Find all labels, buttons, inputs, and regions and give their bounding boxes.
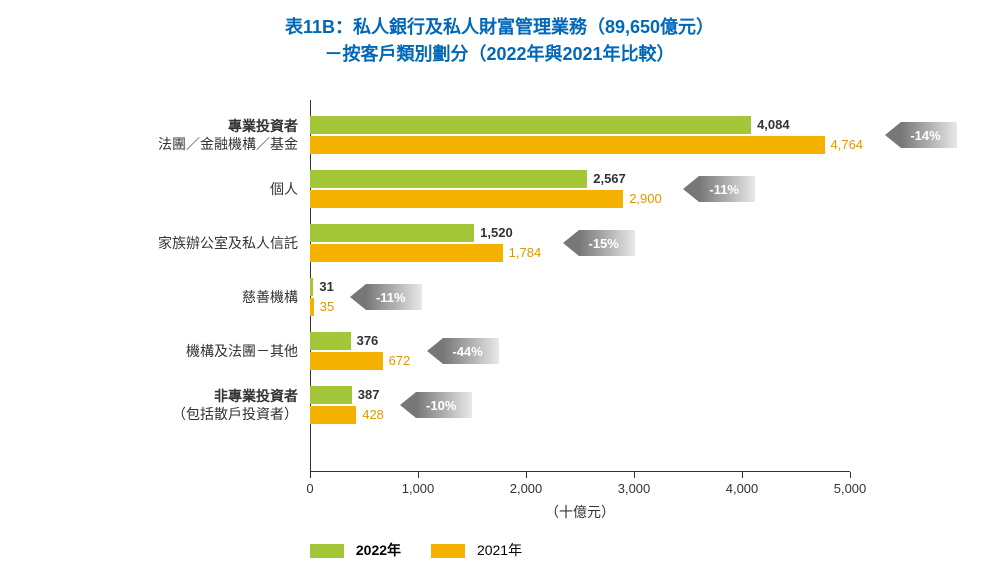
- arrow-head-icon: [563, 230, 579, 256]
- bar-2021: 1,784: [310, 244, 503, 262]
- category-label: 慈善機構: [10, 288, 310, 306]
- bar-2021: 4,764: [310, 136, 825, 154]
- pct-change-label: -11%: [366, 284, 422, 310]
- category-label: 專業投資者法團／金融機構／基金: [10, 117, 310, 153]
- arrow-head-icon: [885, 122, 901, 148]
- x-tick-label: 3,000: [618, 481, 651, 496]
- x-tick: [310, 472, 311, 478]
- x-tick-label: 5,000: [834, 481, 867, 496]
- value-label-2021: 672: [383, 352, 411, 370]
- arrow-head-icon: [683, 176, 699, 202]
- category-label: 家族辦公室及私人信託: [10, 234, 310, 252]
- pct-change-arrow: -11%: [350, 284, 422, 310]
- x-tick-label: 4,000: [726, 481, 759, 496]
- pct-change-arrow: -14%: [885, 122, 957, 148]
- category-group: 慈善機構3135-11%: [310, 270, 850, 324]
- arrow-head-icon: [350, 284, 366, 310]
- pct-change-arrow: -15%: [563, 230, 635, 256]
- value-label-2022: 1,520: [474, 224, 513, 242]
- legend-swatch-2021: [431, 544, 465, 558]
- value-label-2021: 35: [314, 298, 334, 316]
- value-label-2021: 1,784: [503, 244, 542, 262]
- category-group: 個人2,5672,900-11%: [310, 162, 850, 216]
- x-tick: [634, 472, 635, 478]
- bar-2022: 2,567: [310, 170, 587, 188]
- arrow-head-icon: [427, 338, 443, 364]
- bar-2021: 672: [310, 352, 383, 370]
- legend-item-2022: 2022年: [310, 540, 401, 560]
- x-tick-label: 0: [306, 481, 313, 496]
- legend-label-2021: 2021年: [477, 542, 522, 558]
- bar-chart: （十億元） 0 1,000 2,000 3,000 4,000 5,000 專業投資者法團／…: [0, 100, 999, 560]
- x-axis: [310, 471, 850, 472]
- chart-title: 表11B：私人銀行及私人財富管理業務（89,650億元） －按客戶類別劃分（20…: [0, 0, 999, 68]
- value-label-2022: 31: [313, 278, 333, 296]
- category-group: 專業投資者法團／金融機構／基金4,0844,764-14%: [310, 108, 850, 162]
- value-label-2021: 428: [356, 406, 384, 424]
- bar-2021: 428: [310, 406, 356, 424]
- bar-2021: 35: [310, 298, 314, 316]
- category-group: 家族辦公室及私人信託1,5201,784-15%: [310, 216, 850, 270]
- x-tick-label: 1,000: [402, 481, 435, 496]
- plot-area: （十億元） 01,0002,0003,0004,0005,000專業投資者法團／…: [310, 100, 850, 472]
- bar-2022: 1,520: [310, 224, 474, 242]
- bar-2022: 4,084: [310, 116, 751, 134]
- category-group: 非專業投資者（包括散戶投資者）387428-10%: [310, 378, 850, 432]
- pct-change-label: -10%: [416, 392, 472, 418]
- title-line-2: －按客戶類別劃分（2022年與2021年比較）: [0, 41, 999, 68]
- bar-2022: 31: [310, 278, 313, 296]
- bar-2022: 387: [310, 386, 352, 404]
- bar-2022: 376: [310, 332, 351, 350]
- bar-2021: 2,900: [310, 190, 623, 208]
- value-label-2022: 2,567: [587, 170, 626, 188]
- x-tick-label: 2,000: [510, 481, 543, 496]
- x-tick: [850, 472, 851, 478]
- arrow-head-icon: [400, 392, 416, 418]
- x-tick: [526, 472, 527, 478]
- title-line-1: 表11B：私人銀行及私人財富管理業務（89,650億元）: [0, 14, 999, 41]
- value-label-2022: 4,084: [751, 116, 790, 134]
- pct-change-arrow: -11%: [683, 176, 755, 202]
- category-label: 個人: [10, 180, 310, 198]
- pct-change-label: -11%: [699, 176, 755, 202]
- category-label: 機構及法團－其他: [10, 342, 310, 360]
- legend-label-2022: 2022年: [356, 542, 401, 558]
- pct-change-label: -14%: [901, 122, 957, 148]
- value-label-2021: 4,764: [825, 136, 864, 154]
- x-axis-title: （十億元）: [545, 502, 615, 522]
- legend: 2022年 2021年: [310, 540, 522, 560]
- pct-change-arrow: -10%: [400, 392, 472, 418]
- pct-change-label: -44%: [443, 338, 499, 364]
- pct-change-arrow: -44%: [427, 338, 499, 364]
- x-tick: [418, 472, 419, 478]
- category-group: 機構及法團－其他376672-44%: [310, 324, 850, 378]
- value-label-2022: 376: [351, 332, 379, 350]
- value-label-2022: 387: [352, 386, 380, 404]
- value-label-2021: 2,900: [623, 190, 662, 208]
- pct-change-label: -15%: [579, 230, 635, 256]
- x-tick: [742, 472, 743, 478]
- category-label: 非專業投資者（包括散戶投資者）: [10, 387, 310, 423]
- legend-item-2021: 2021年: [431, 540, 522, 560]
- legend-swatch-2022: [310, 544, 344, 558]
